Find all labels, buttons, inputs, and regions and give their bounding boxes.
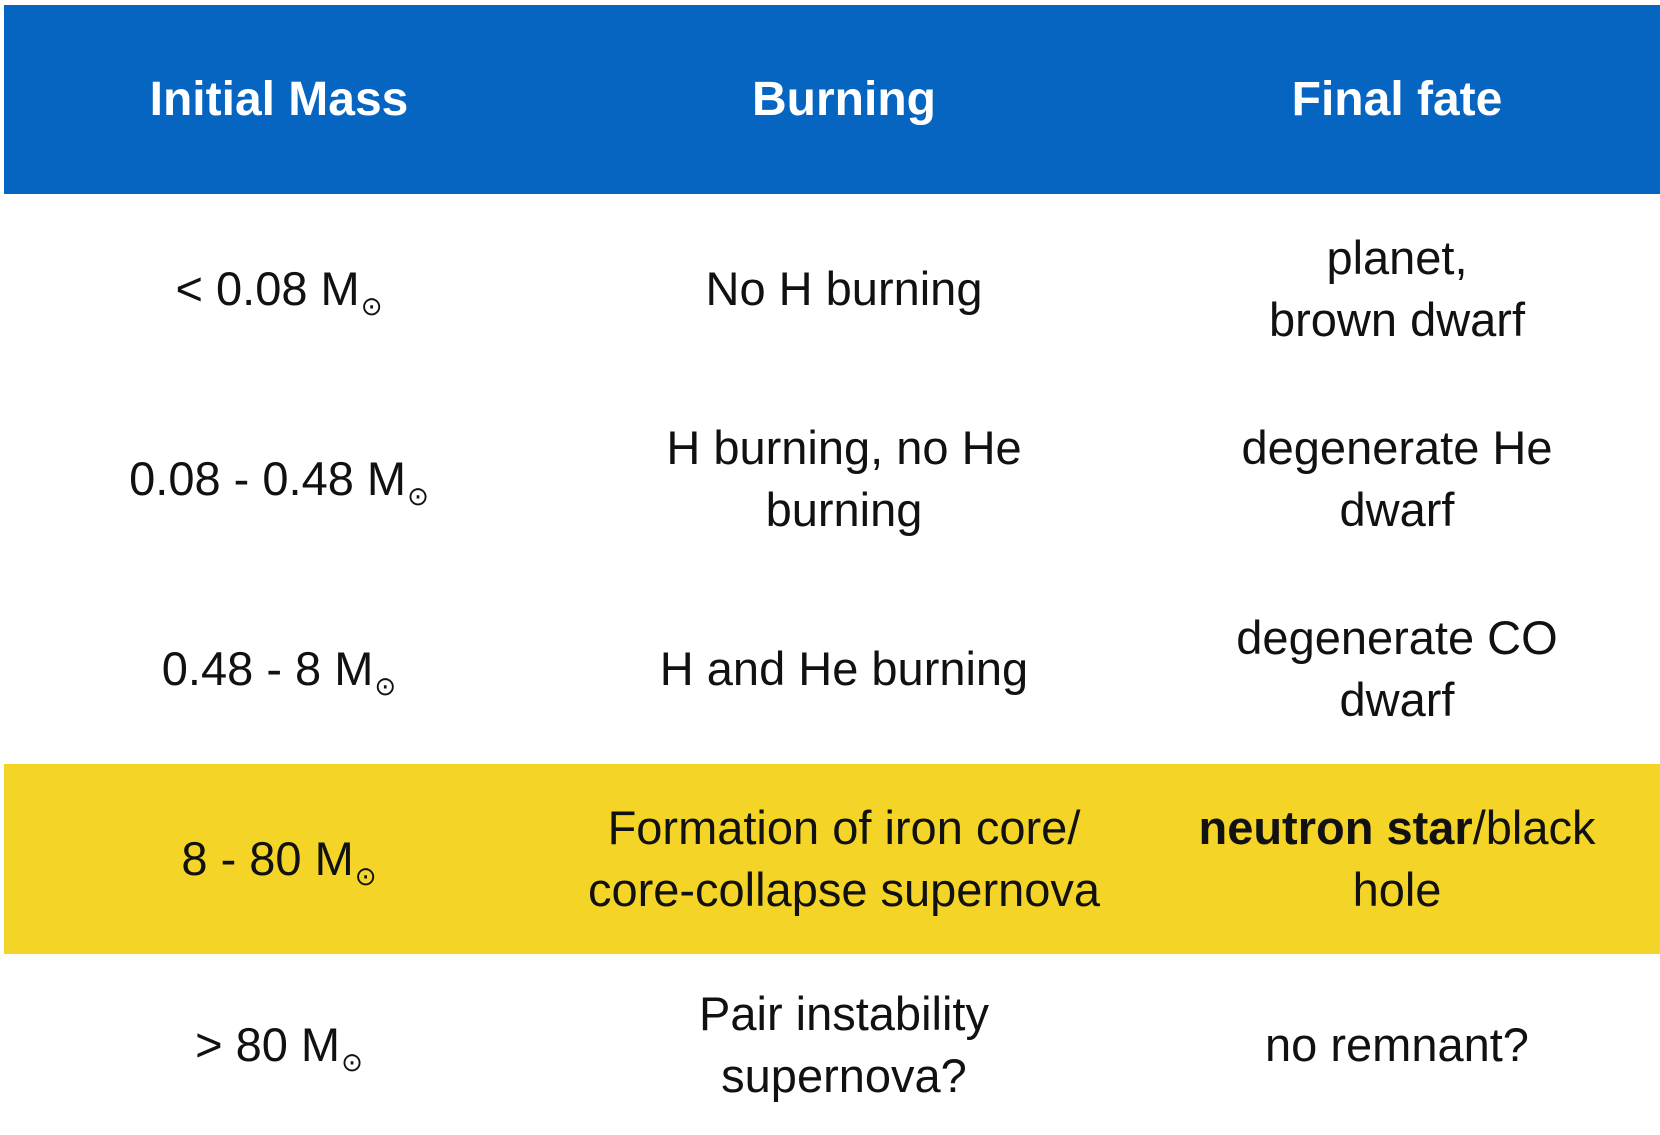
fate-text-line1: neutron star/black — [1199, 797, 1596, 859]
fate-bold-text: neutron star — [1198, 801, 1473, 854]
table-row: > 80 M⊙ Pair instability supernova? no r… — [4, 954, 1660, 1135]
burning-cell: Pair instability supernova? — [554, 954, 1134, 1135]
burning-text-line1: Formation of iron core/ — [607, 801, 1081, 854]
burning-cell: H burning, no He burning — [554, 384, 1134, 574]
mass-value: < 0.08 M — [175, 262, 360, 315]
table-header-row: Initial Mass Burning Final fate — [4, 5, 1660, 194]
table-row: 0.08 - 0.48 M⊙ H burning, no He burning … — [4, 384, 1660, 574]
burning-text: H and He burning — [659, 642, 1029, 695]
stellar-evolution-table: Initial Mass Burning Final fate < 0.08 M… — [4, 5, 1660, 1135]
fate-text-line1: planet, — [1326, 231, 1468, 284]
mass-value: 8 - 80 M — [181, 832, 354, 885]
mass-value: 0.08 - 0.48 M — [129, 452, 407, 505]
mass-cell: < 0.08 M⊙ — [4, 194, 554, 384]
fate-cell: no remnant? — [1134, 954, 1660, 1135]
fate-cell: degenerate CO dwarf — [1134, 574, 1660, 764]
fate-cell: neutron star/black hole — [1134, 764, 1660, 954]
burning-text-line1: H burning, no He — [666, 421, 1022, 474]
burning-cell: H and He burning — [554, 574, 1134, 764]
burning-text-line2: supernova? — [721, 1048, 967, 1102]
solar-mass-symbol: ⊙ — [354, 861, 377, 891]
mass-cell: 0.48 - 8 M⊙ — [4, 574, 554, 764]
fate-text-line2: dwarf — [1339, 483, 1455, 536]
header-initial-mass: Initial Mass — [149, 73, 409, 126]
table-row: 0.48 - 8 M⊙ H and He burning degenerate … — [4, 574, 1660, 764]
solar-mass-symbol: ⊙ — [374, 671, 397, 701]
burning-text: No H burning — [705, 262, 983, 315]
fate-text-line2: brown dwarf — [1269, 293, 1525, 346]
fate-text-line1: degenerate He — [1241, 421, 1553, 474]
burning-text-line2: core-collapse supernova — [587, 863, 1101, 916]
burning-text-line2: burning — [765, 483, 923, 536]
mass-value: 0.48 - 8 M — [161, 642, 374, 695]
fate-cell: planet, brown dwarf — [1134, 194, 1660, 384]
solar-mass-symbol: ⊙ — [407, 481, 429, 511]
fate-text-line2: hole — [1352, 863, 1442, 916]
header-final-fate: Final fate — [1291, 73, 1503, 126]
fate-text: no remnant? — [1265, 1017, 1529, 1071]
mass-value: > 80 M — [195, 1017, 341, 1071]
fate-text-line1: degenerate CO — [1236, 611, 1558, 664]
table-row: < 0.08 M⊙ No H burning planet, brown dwa… — [4, 194, 1660, 384]
burning-cell: Formation of iron core/ core-collapse su… — [554, 764, 1134, 954]
burning-text-line1: Pair instability — [699, 986, 989, 1040]
mass-cell: > 80 M⊙ — [4, 954, 554, 1135]
solar-mass-symbol: ⊙ — [360, 291, 383, 321]
fate-rest-text: /black — [1472, 801, 1596, 854]
fate-text-line2: dwarf — [1339, 673, 1455, 726]
burning-cell: No H burning — [554, 194, 1134, 384]
mass-cell: 0.08 - 0.48 M⊙ — [4, 384, 554, 574]
solar-mass-symbol: ⊙ — [341, 1046, 363, 1077]
header-burning: Burning — [752, 73, 936, 126]
table-row-highlighted: 8 - 80 M⊙ Formation of iron core/ core-c… — [4, 764, 1660, 954]
fate-cell: degenerate He dwarf — [1134, 384, 1660, 574]
mass-cell: 8 - 80 M⊙ — [4, 764, 554, 954]
